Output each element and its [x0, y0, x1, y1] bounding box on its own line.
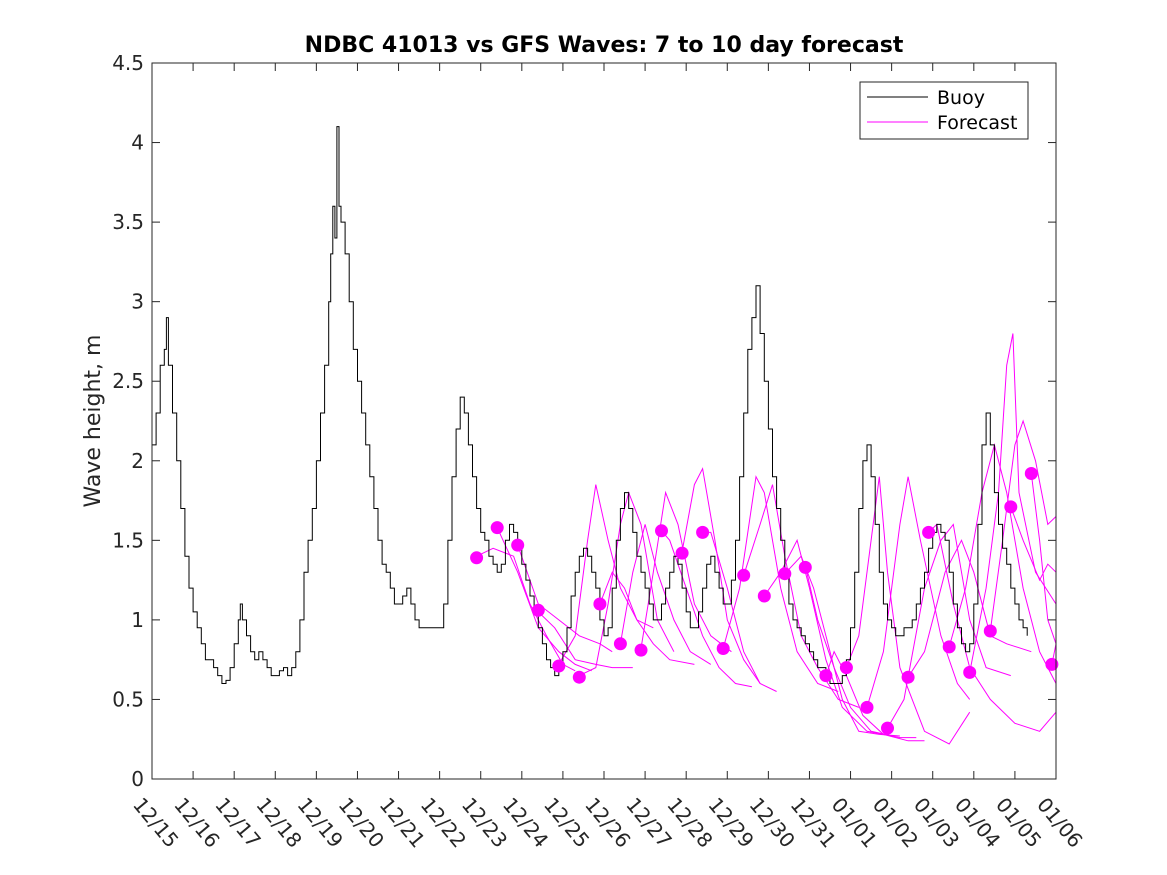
plot-area: 00.511.522.533.544.512/1512/1612/1712/18… [112, 51, 1087, 852]
forecast-point-10 [655, 524, 668, 538]
forecast-line-4 [537, 611, 633, 669]
forecast-point-21 [881, 721, 894, 735]
forecast-point-16 [778, 567, 792, 581]
legend-forecast-label: Forecast [937, 112, 1017, 134]
y-tick-label: 0.5 [112, 687, 144, 711]
legend-buoy-label: Buoy [937, 87, 985, 109]
buoy-series [152, 126, 1028, 684]
forecast-point-20 [860, 700, 874, 714]
forecast-line-18 [825, 650, 925, 742]
forecast-point-25 [963, 665, 977, 679]
forecast-point-3 [511, 538, 525, 552]
y-axis-label: Wave height, m [81, 335, 106, 508]
forecast-line-14 [743, 484, 859, 708]
forecast-points [470, 467, 1059, 735]
axes-background [152, 63, 1056, 779]
buoy-line [152, 126, 1028, 684]
forecast-line-7 [599, 571, 695, 665]
forecast-point-11 [675, 546, 689, 560]
forecast-point-17 [798, 560, 812, 574]
forecast-point-19 [839, 661, 853, 675]
forecast-point-4 [531, 603, 545, 617]
forecast-point-8 [613, 637, 627, 651]
y-tick-label: 1 [131, 608, 144, 632]
forecast-point-15 [757, 589, 771, 603]
forecast-line-5 [558, 484, 654, 665]
y-tick-label: 4 [131, 131, 144, 155]
chart-title: NDBC 41013 vs GFS Waves: 7 to 10 day for… [305, 33, 904, 58]
forecast-point-5 [552, 659, 566, 673]
y-tick-label: 0 [131, 767, 144, 791]
forecast-line-28 [1030, 473, 1057, 644]
y-tick-label: 2.5 [112, 369, 144, 393]
legend: Buoy Forecast [859, 81, 1029, 140]
forecast-point-27 [1004, 500, 1018, 514]
forecast-point-28 [1024, 467, 1038, 480]
forecast-line-17 [804, 565, 917, 739]
legend-box [859, 81, 1029, 140]
y-tick-label: 2 [131, 449, 144, 473]
y-tick-label: 4.5 [112, 51, 144, 75]
forecast-point-18 [819, 669, 833, 683]
forecast-point-12 [696, 525, 710, 539]
forecast-line-19 [845, 476, 971, 745]
forecast-line-27 [1010, 506, 1057, 582]
forecast-point-2 [490, 521, 504, 535]
forecast-line-9 [640, 490, 732, 653]
forecast-point-23 [922, 525, 936, 539]
forecast-point-1 [470, 551, 484, 565]
forecast-line-10 [661, 530, 752, 688]
y-tick-label: 3 [131, 290, 144, 314]
forecast-line-12 [702, 531, 777, 692]
forecast-point-14 [737, 568, 751, 582]
forecast-point-22 [901, 670, 915, 684]
forecast-line-2 [496, 527, 592, 672]
forecast-line-20 [866, 476, 971, 708]
forecast-line-22 [907, 539, 1032, 678]
forecast-line-24 [948, 442, 1057, 684]
forecast-line-15 [763, 538, 884, 735]
forecast-line-8 [619, 524, 712, 665]
forecast-line-11 [681, 467, 761, 684]
forecast-point-29 [1045, 657, 1059, 671]
forecast-line-25 [969, 333, 1057, 673]
y-tick-label: 1.5 [112, 528, 144, 552]
forecast-point-6 [572, 670, 586, 684]
forecast-point-9 [634, 643, 648, 657]
forecast-point-7 [593, 597, 607, 611]
forecast-point-26 [983, 624, 997, 638]
y-tick-label: 3.5 [112, 210, 144, 234]
forecast-point-13 [716, 642, 730, 655]
forecast-line-23 [928, 523, 1057, 732]
forecast-point-24 [942, 640, 956, 654]
forecast-series [476, 333, 1057, 745]
